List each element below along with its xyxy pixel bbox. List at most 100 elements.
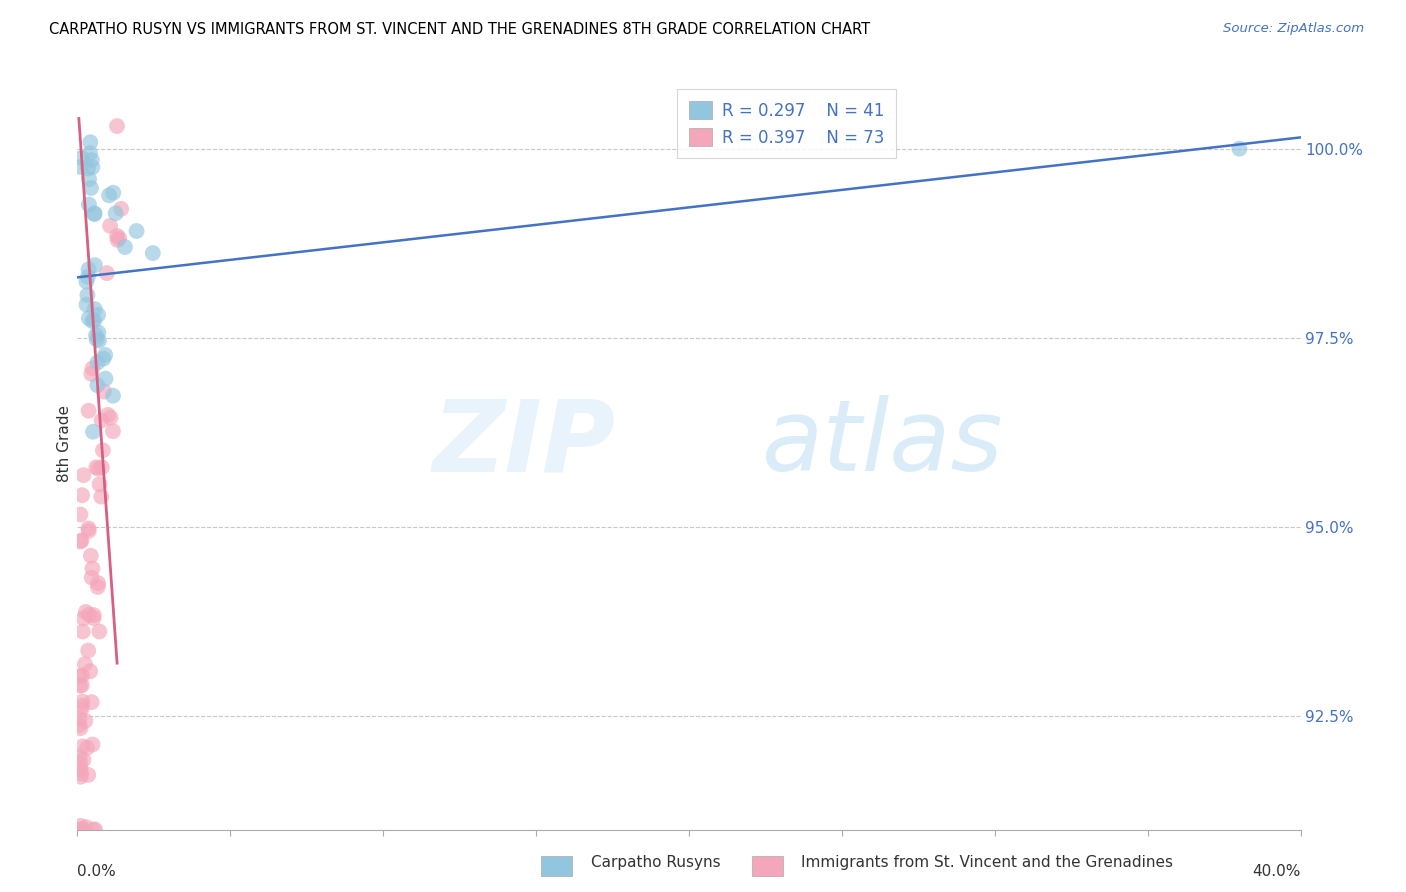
Point [70,702,93,716]
Point [77,607,100,622]
Point [90,490,112,504]
Point [80,695,103,709]
Point [69,160,91,174]
Point [69,822,91,837]
Point [86,378,108,392]
Point [91,443,114,458]
Text: Source: ZipAtlas.com: Source: ZipAtlas.com [1223,22,1364,36]
Point [76,740,98,755]
Point [70,533,93,548]
Point [69,822,91,837]
Point [84,460,107,475]
Point [77,161,100,176]
Point [87,326,110,340]
Point [93,384,115,399]
Point [69,508,91,522]
Point [105,119,128,133]
Point [69,770,91,784]
Point [79,146,101,161]
Point [70,678,93,692]
Point [80,367,103,381]
Point [114,240,136,254]
Point [82,738,104,752]
Point [69,669,91,683]
Point [89,624,111,639]
Point [67,718,90,732]
Point [69,749,91,764]
Point [101,389,124,403]
Point [70,698,93,713]
Point [76,298,98,312]
Point [77,197,100,211]
Point [77,172,100,186]
Point [91,351,114,366]
Point [77,768,100,782]
Point [72,822,94,837]
Point [94,348,117,362]
Point [83,258,105,272]
Point [80,549,103,563]
Point [82,561,104,575]
Point [83,302,105,317]
Point [69,721,91,735]
Point [77,269,100,284]
Point [75,820,97,834]
Point [80,181,103,195]
Point [70,488,93,502]
Point [72,753,94,767]
Point [70,766,93,780]
Text: 0.0%: 0.0% [77,863,117,879]
Point [70,151,93,165]
Point [84,822,107,837]
Text: CARPATHO RUSYN VS IMMIGRANTS FROM ST. VINCENT AND THE GRENADINES 8TH GRADE CORRE: CARPATHO RUSYN VS IMMIGRANTS FROM ST. VI… [49,22,870,37]
Point [69,762,91,776]
Point [72,739,94,754]
Point [83,206,105,220]
Point [82,314,104,328]
Point [69,819,91,833]
Point [108,231,131,245]
Text: Immigrants from St. Vincent and the Grenadines: Immigrants from St. Vincent and the Gren… [801,855,1174,870]
Point [101,424,124,438]
Point [84,328,107,343]
Point [96,266,118,280]
Point [82,425,104,439]
Point [77,524,100,538]
Point [87,334,110,348]
Point [75,714,97,728]
Point [79,665,101,679]
Point [75,275,97,289]
Point [72,611,94,625]
Y-axis label: 8th Grade: 8th Grade [56,405,72,483]
Point [70,668,93,682]
Point [83,608,105,623]
Point [89,477,111,491]
Point [87,462,110,476]
Point [83,207,105,221]
Point [77,403,100,417]
Point [83,313,105,327]
Point [83,611,105,625]
Point [69,712,91,726]
Point [110,202,132,216]
Legend: R = 0.297    N = 41, R = 0.397    N = 73: R = 0.297 N = 41, R = 0.397 N = 73 [678,89,896,159]
Point [77,262,100,277]
Point [72,468,94,483]
Point [98,188,121,202]
Point [77,311,100,326]
Point [90,413,112,427]
Point [69,679,91,693]
Point [86,355,108,369]
Text: Carpatho Rusyns: Carpatho Rusyns [591,855,720,870]
Point [69,756,91,771]
Point [104,206,127,220]
Point [82,822,104,837]
Point [105,228,128,243]
Point [77,521,100,535]
Point [87,576,110,591]
Point [76,288,98,302]
Point [103,186,125,200]
Point [72,695,94,709]
Point [87,308,110,322]
Point [69,534,91,549]
